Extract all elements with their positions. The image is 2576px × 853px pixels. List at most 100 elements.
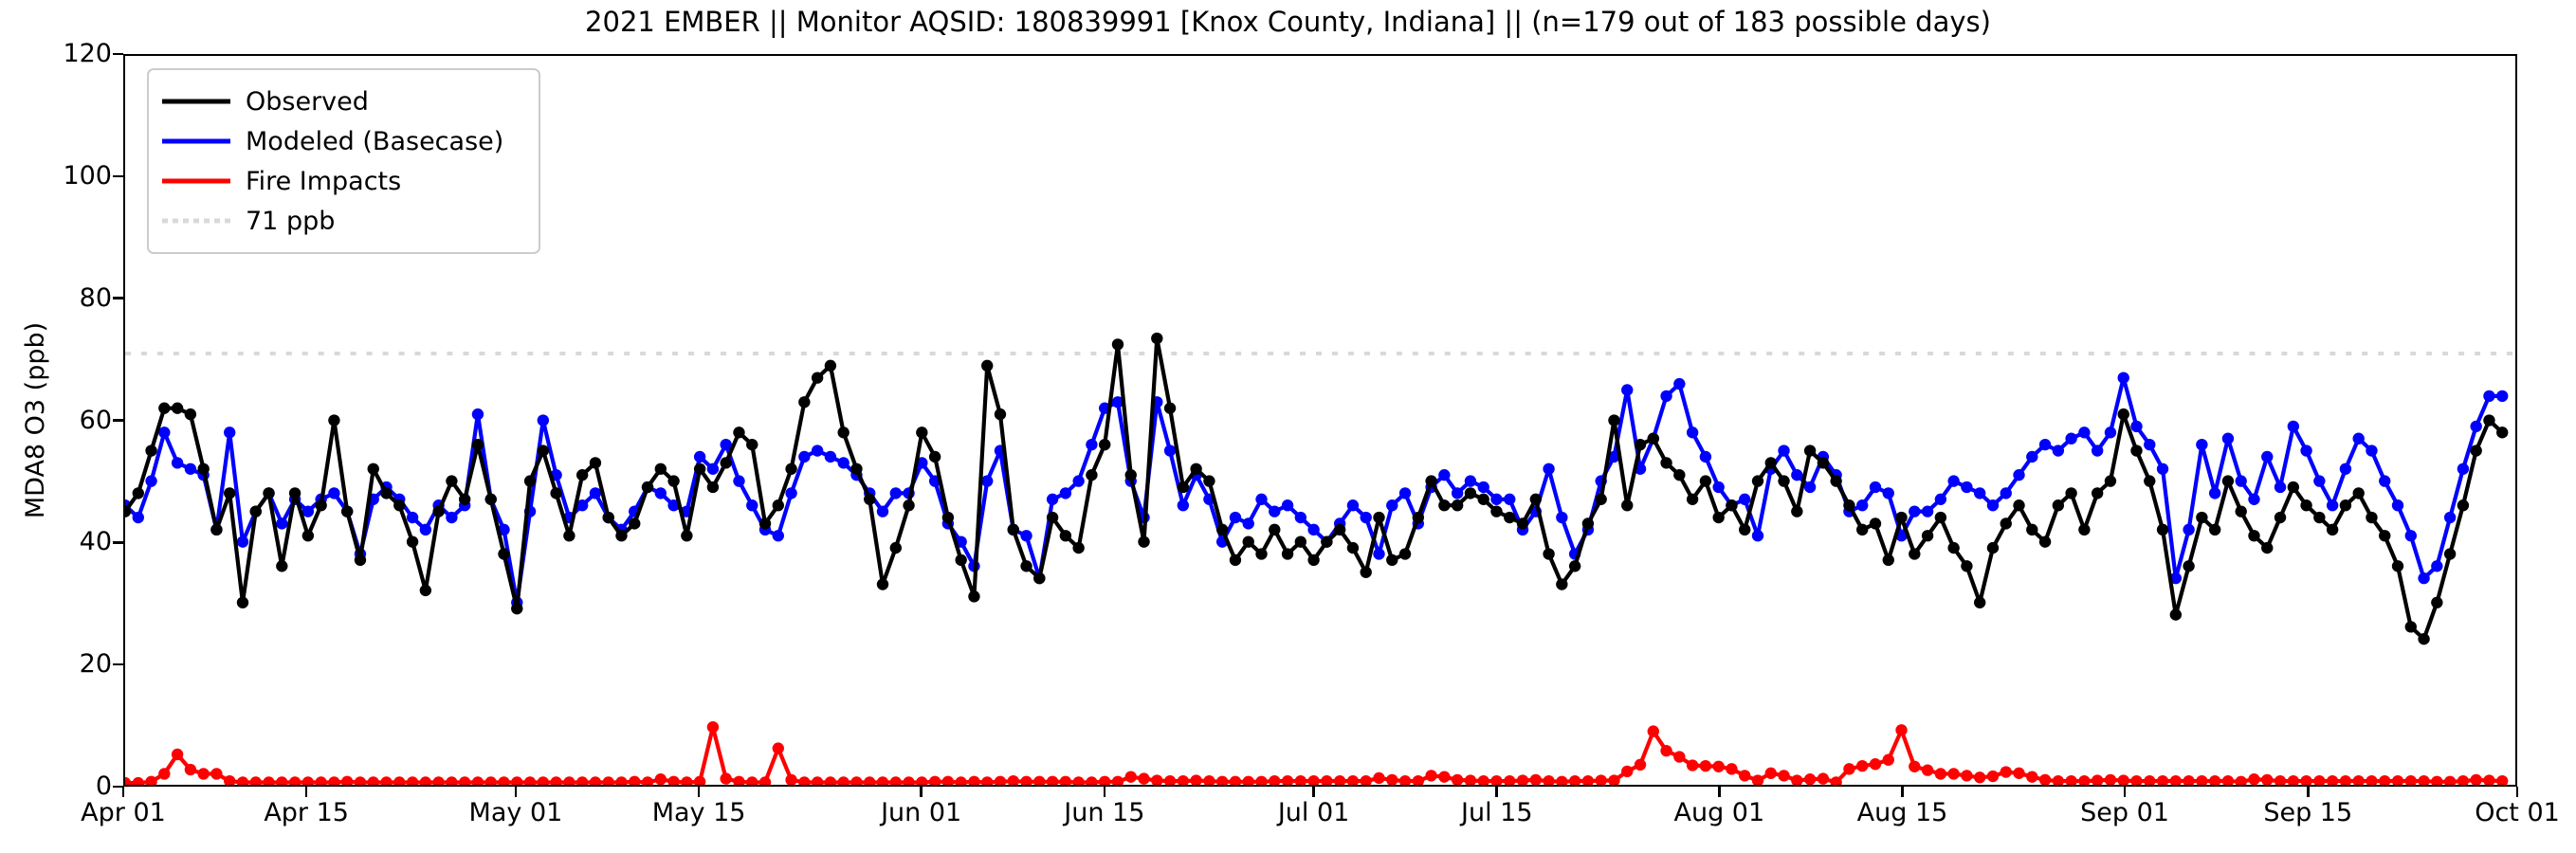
data-point xyxy=(1163,774,1177,785)
data-point xyxy=(1921,530,1934,542)
x-tick-label: May 01 xyxy=(468,798,563,827)
data-point xyxy=(968,590,980,603)
data-point xyxy=(249,505,262,517)
data-point xyxy=(693,775,706,785)
data-point xyxy=(2052,774,2065,785)
y-tick-label: 60 xyxy=(79,405,112,435)
data-point xyxy=(2000,766,2012,778)
data-point xyxy=(184,408,197,421)
data-point xyxy=(484,776,497,785)
data-point xyxy=(2496,390,2509,403)
data-point xyxy=(1321,774,1333,785)
data-point xyxy=(2352,774,2365,785)
data-point xyxy=(236,776,249,785)
legend-item[interactable]: Modeled (Basecase) xyxy=(162,121,525,161)
x-tick-mark xyxy=(920,787,923,797)
data-point xyxy=(2078,774,2091,785)
y-tick-label: 100 xyxy=(63,160,112,191)
data-point xyxy=(1059,775,1072,785)
data-point xyxy=(746,438,758,451)
data-point xyxy=(928,775,941,785)
data-point xyxy=(1739,770,1751,782)
data-point xyxy=(2065,432,2077,445)
data-point xyxy=(511,602,523,615)
legend-item[interactable]: 71 ppb xyxy=(162,201,525,241)
data-point xyxy=(1621,384,1634,396)
data-point xyxy=(1621,499,1634,512)
data-point xyxy=(1504,493,1516,505)
data-point xyxy=(876,578,889,590)
legend-label: Observed xyxy=(246,86,369,117)
data-point xyxy=(1556,511,1568,524)
data-point xyxy=(1973,771,1986,784)
data-point xyxy=(589,776,602,785)
data-point xyxy=(1568,774,1581,785)
data-point xyxy=(1778,445,1790,457)
legend-item[interactable]: Fire Impacts xyxy=(162,161,525,201)
data-point xyxy=(1686,426,1699,439)
data-point xyxy=(1516,774,1529,785)
data-point xyxy=(837,457,850,469)
x-tick-mark xyxy=(2306,787,2310,797)
data-point xyxy=(2443,775,2457,785)
data-point xyxy=(432,505,445,517)
data-point xyxy=(1986,499,2000,512)
data-point xyxy=(811,776,824,785)
data-point xyxy=(537,776,550,785)
data-point xyxy=(968,775,980,785)
x-tick-label: Jun 01 xyxy=(881,798,962,827)
data-point xyxy=(210,768,223,780)
data-point xyxy=(1543,548,1555,560)
data-point xyxy=(850,776,863,785)
data-point xyxy=(575,776,589,785)
data-point xyxy=(2156,463,2169,475)
data-point xyxy=(720,457,732,469)
chart-legend: Observed Modeled (Basecase) Fire Impacts 71… xyxy=(147,68,540,254)
x-tick-mark xyxy=(1901,787,1904,797)
data-point xyxy=(1033,572,1046,585)
data-point xyxy=(758,776,772,785)
data-point xyxy=(706,481,720,494)
data-point xyxy=(158,426,171,439)
data-point xyxy=(1882,753,1894,766)
data-point xyxy=(1895,511,1908,524)
data-point xyxy=(288,487,301,499)
data-point xyxy=(903,776,915,785)
y-tick-label: 20 xyxy=(79,649,112,680)
x-tick-label: Oct 01 xyxy=(2475,798,2560,827)
data-point xyxy=(2144,774,2156,785)
data-point xyxy=(328,414,340,426)
data-point xyxy=(145,445,157,457)
data-point xyxy=(681,530,693,542)
data-point xyxy=(1934,493,1947,505)
data-point xyxy=(354,554,367,567)
y-tick-mark xyxy=(113,662,123,666)
data-point xyxy=(2026,771,2038,783)
data-point xyxy=(2038,438,2052,451)
data-point xyxy=(550,487,562,499)
legend-swatch-icon xyxy=(162,91,230,112)
data-point xyxy=(811,372,824,384)
data-point xyxy=(2431,775,2443,785)
data-point xyxy=(1660,457,1672,469)
data-point xyxy=(1020,775,1032,785)
data-point xyxy=(458,493,471,505)
data-point xyxy=(184,463,197,475)
data-point xyxy=(2183,774,2195,785)
data-point xyxy=(2156,523,2169,536)
data-point xyxy=(1751,475,1764,487)
data-point xyxy=(1647,725,1659,737)
data-point xyxy=(1072,541,1085,554)
data-point xyxy=(125,776,132,785)
data-point xyxy=(1947,475,1960,487)
data-point xyxy=(1504,774,1516,785)
data-point xyxy=(1751,530,1764,542)
x-tick-mark xyxy=(304,787,308,797)
data-point xyxy=(1255,775,1268,785)
legend-item[interactable]: Observed xyxy=(162,82,525,121)
y-tick-mark xyxy=(113,174,123,178)
data-point xyxy=(145,475,157,487)
data-point xyxy=(1033,775,1046,785)
x-tick-mark xyxy=(1718,787,1721,797)
x-tick-label: Jul 15 xyxy=(1461,798,1533,827)
